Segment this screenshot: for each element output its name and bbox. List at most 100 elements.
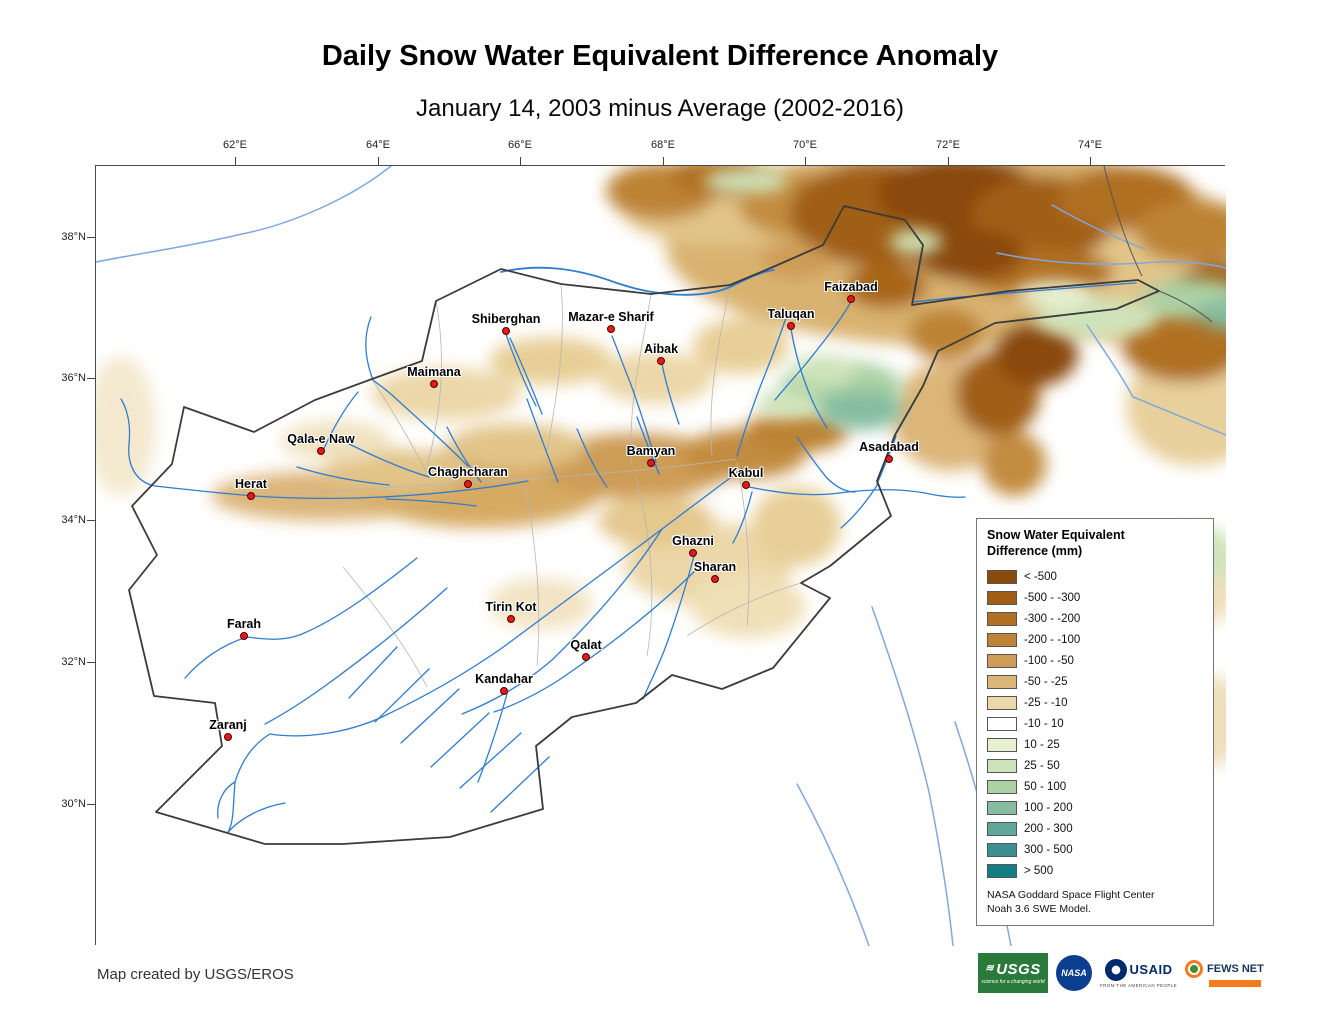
legend-label: 300 - 500 — [1024, 843, 1073, 856]
city-dot-icon — [464, 480, 472, 488]
legend-label: -500 - -300 — [1024, 591, 1081, 604]
legend-label: -200 - -100 — [1024, 633, 1081, 646]
logo-row: ≋ USGS science for a changing world NASA… — [978, 953, 1264, 993]
usaid-logo-text: USAID — [1129, 962, 1173, 977]
legend-swatch — [987, 779, 1017, 794]
legend-row: -10 - 10 — [987, 713, 1203, 734]
city-label: Kabul — [728, 466, 764, 480]
terrain-positive-anomaly — [704, 169, 1226, 580]
usgs-tagline: science for a changing world — [981, 978, 1045, 985]
usgs-logo: ≋ USGS science for a changing world — [978, 953, 1048, 993]
legend: Snow Water Equivalent Difference (mm) < … — [976, 518, 1214, 926]
legend-swatch — [987, 863, 1017, 878]
legend-label: 25 - 50 — [1024, 759, 1060, 772]
legend-label: < -500 — [1024, 570, 1057, 583]
legend-label: -50 - -25 — [1024, 675, 1068, 688]
city-label: Qalat — [570, 638, 602, 652]
legend-source: NASA Goddard Space Flight Center Noah 3.… — [987, 888, 1203, 916]
lon-tick-icon — [663, 157, 664, 165]
legend-label: 10 - 25 — [1024, 738, 1060, 751]
city-label: Herat — [235, 477, 267, 491]
city-dot-icon — [430, 380, 438, 388]
legend-row: 50 - 100 — [987, 776, 1203, 797]
lon-label: 64°E — [366, 139, 390, 151]
legend-row: 300 - 500 — [987, 839, 1203, 860]
legend-label: 50 - 100 — [1024, 780, 1067, 793]
lat-tick-icon — [87, 804, 95, 805]
usgs-wave-icon: ≋ — [985, 963, 995, 974]
page-subtitle: January 14, 2003 minus Average (2002-201… — [416, 95, 904, 122]
city-label: Tirin Kot — [485, 600, 537, 614]
lon-tick-icon — [805, 157, 806, 165]
city-dot-icon — [317, 447, 325, 455]
legend-swatch — [987, 716, 1017, 731]
lat-tick-icon — [87, 378, 95, 379]
city-dot-icon — [240, 632, 248, 640]
lon-label: 66°E — [508, 139, 532, 151]
legend-label: > 500 — [1024, 864, 1054, 877]
city-label: Taluqan — [767, 307, 815, 321]
map-frame: Faizabad Taluqan Mazar-e Sharif Shiberghan A… — [95, 165, 1226, 946]
lon-tick-icon — [520, 157, 521, 165]
legend-swatch — [987, 821, 1017, 836]
lat-label: 32°N — [61, 656, 86, 668]
legend-swatch — [987, 758, 1017, 773]
lat-label: 38°N — [61, 231, 86, 243]
legend-swatch — [987, 590, 1017, 605]
legend-label: -300 - -200 — [1024, 612, 1081, 625]
legend-row: -100 - -50 — [987, 650, 1203, 671]
lon-label: 62°E — [223, 139, 247, 151]
lon-tick-icon — [235, 157, 236, 165]
city-dot-icon — [500, 687, 508, 695]
legend-swatch — [987, 674, 1017, 689]
city-label: Kandahar — [475, 672, 533, 686]
afghanistan-border — [128, 205, 1160, 845]
city-dot-icon — [742, 481, 750, 489]
usgs-logo-text-row: ≋ USGS — [985, 962, 1040, 977]
fewsnet-logo: FEWS NET — [1185, 959, 1264, 987]
legend-row: > 500 — [987, 860, 1203, 881]
usaid-logo-top: USAID — [1104, 958, 1173, 981]
city-dot-icon — [885, 455, 893, 463]
legend-swatch — [987, 695, 1017, 710]
usgs-logo-text: USGS — [996, 960, 1041, 978]
legend-row: 200 - 300 — [987, 818, 1203, 839]
legend-row: 100 - 200 — [987, 797, 1203, 818]
city-label: Aibak — [643, 342, 679, 356]
city-dot-icon — [582, 653, 590, 661]
fewsnet-logo-top: FEWS NET — [1185, 959, 1264, 978]
city-dot-icon — [787, 322, 795, 330]
lat-label: 30°N — [61, 798, 86, 810]
city-label: Faizabad — [824, 280, 878, 294]
lat-tick-icon — [87, 237, 95, 238]
lat-tick-icon — [87, 520, 95, 521]
city-label: Sharan — [693, 560, 737, 574]
legend-label: -25 - -10 — [1024, 696, 1068, 709]
city-label: Maimana — [407, 365, 461, 379]
legend-row: -200 - -100 — [987, 629, 1203, 650]
legend-row: < -500 — [987, 566, 1203, 587]
fewsnet-globe-icon — [1185, 959, 1204, 978]
legend-label: 100 - 200 — [1024, 801, 1073, 814]
legend-title-line1: Snow Water Equivalent — [987, 528, 1125, 542]
city-label: Qala-e Naw — [287, 432, 355, 446]
legend-label: -10 - 10 — [1024, 717, 1064, 730]
page-title: Daily Snow Water Equivalent Difference A… — [321, 40, 999, 72]
city-dot-icon — [507, 615, 515, 623]
legend-row: 25 - 50 — [987, 755, 1203, 776]
city-dot-icon — [689, 549, 697, 557]
legend-row: -25 - -10 — [987, 692, 1203, 713]
city-dot-icon — [224, 733, 232, 741]
legend-label: 200 - 300 — [1024, 822, 1073, 835]
lon-label: 72°E — [936, 139, 960, 151]
lon-label: 70°E — [793, 139, 817, 151]
legend-swatch — [987, 569, 1017, 584]
fewsnet-bar — [1209, 979, 1262, 987]
city-dot-icon — [847, 295, 855, 303]
city-dot-icon — [711, 575, 719, 583]
usaid-logo: USAID FROM THE AMERICAN PEOPLE — [1100, 958, 1177, 988]
city-dot-icon — [647, 459, 655, 467]
city-dot-icon — [502, 327, 510, 335]
lon-tick-icon — [378, 157, 379, 165]
legend-source-line2: Noah 3.6 SWE Model. — [987, 903, 1091, 916]
